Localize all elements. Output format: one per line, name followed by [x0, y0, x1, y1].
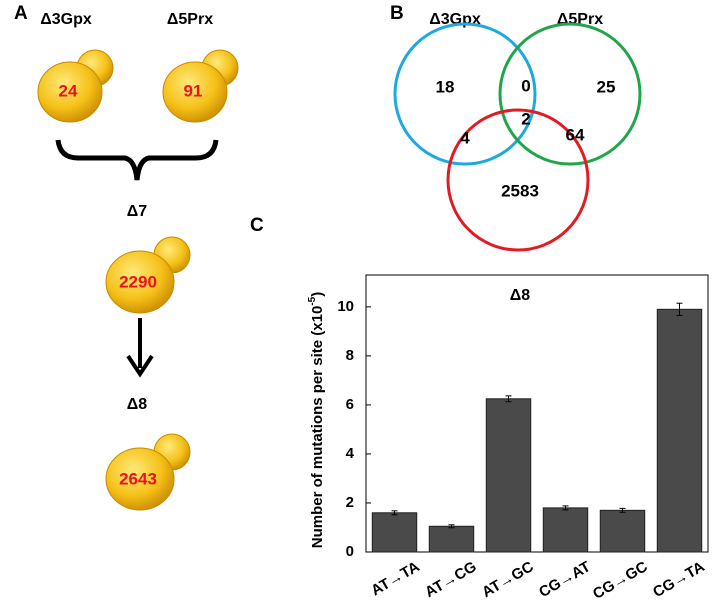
axes-frame [365, 274, 709, 553]
set-label: Δ8 [510, 287, 531, 304]
error-bar [676, 302, 683, 316]
venn-count: 18 [436, 77, 455, 96]
strain-label: Δ7 [127, 203, 148, 220]
x-tick-label: AT→CG [422, 558, 479, 601]
y-axis-label: Number of mutations per site (x10-5) [307, 292, 326, 548]
error-bar [505, 395, 512, 403]
y-tick-label: 6 [346, 396, 354, 413]
x-tick-label: AT→TA [368, 558, 422, 599]
error-bar [448, 524, 455, 529]
y-axis-label-text: Number of mutations per site (x10 [309, 306, 326, 549]
y-tick-label: 8 [346, 347, 354, 364]
x-tick-label: AT→GC [479, 558, 536, 601]
error-bar [391, 510, 398, 516]
venn-circle [446, 108, 590, 252]
y-axis-label-end: ) [309, 292, 326, 297]
venn-count: 0 [521, 76, 530, 95]
x-tick-label: CG→TA [650, 558, 707, 601]
venn-count: 4 [460, 128, 470, 147]
y-tick-label: 2 [346, 494, 354, 511]
bar [428, 525, 475, 553]
y-tick-label: 10 [337, 298, 354, 315]
bar [599, 509, 646, 553]
x-tick-label: CG→AT [536, 558, 593, 601]
venn-circle [498, 22, 642, 166]
venn-circle [393, 22, 537, 166]
venn-count: 2583 [501, 181, 539, 200]
strain-label: Δ3Gpx [40, 11, 92, 28]
bar [656, 308, 703, 553]
cell-count: 2643 [119, 469, 157, 488]
strain-label: Δ8 [127, 396, 148, 413]
bar [371, 512, 418, 553]
strain-label: Δ5Prx [167, 11, 213, 28]
yeast-cell [105, 236, 191, 314]
yeast-cell [37, 49, 114, 123]
brace [55, 139, 219, 181]
y-tick-label: 0 [346, 543, 354, 560]
arrow [126, 318, 154, 378]
bar [485, 398, 532, 553]
yeast-cell [162, 49, 239, 123]
panel-label: A [14, 3, 28, 24]
cell-count: 24 [59, 81, 78, 100]
bar [542, 507, 589, 553]
venn-count: 2 [521, 109, 530, 128]
panel-label: B [390, 3, 404, 24]
y-axis-label-exponent: -5 [307, 296, 318, 305]
venn-count: 25 [597, 77, 616, 96]
error-bar [619, 507, 626, 513]
x-tick-label: CG→GC [590, 558, 651, 603]
error-bar [562, 505, 569, 511]
cell-count: 2290 [119, 272, 157, 291]
cell-count: 91 [184, 81, 203, 100]
panel-label: C [250, 215, 264, 236]
y-tick-label: 4 [346, 445, 355, 462]
yeast-cell [105, 433, 191, 511]
venn-count: 64 [566, 125, 585, 144]
